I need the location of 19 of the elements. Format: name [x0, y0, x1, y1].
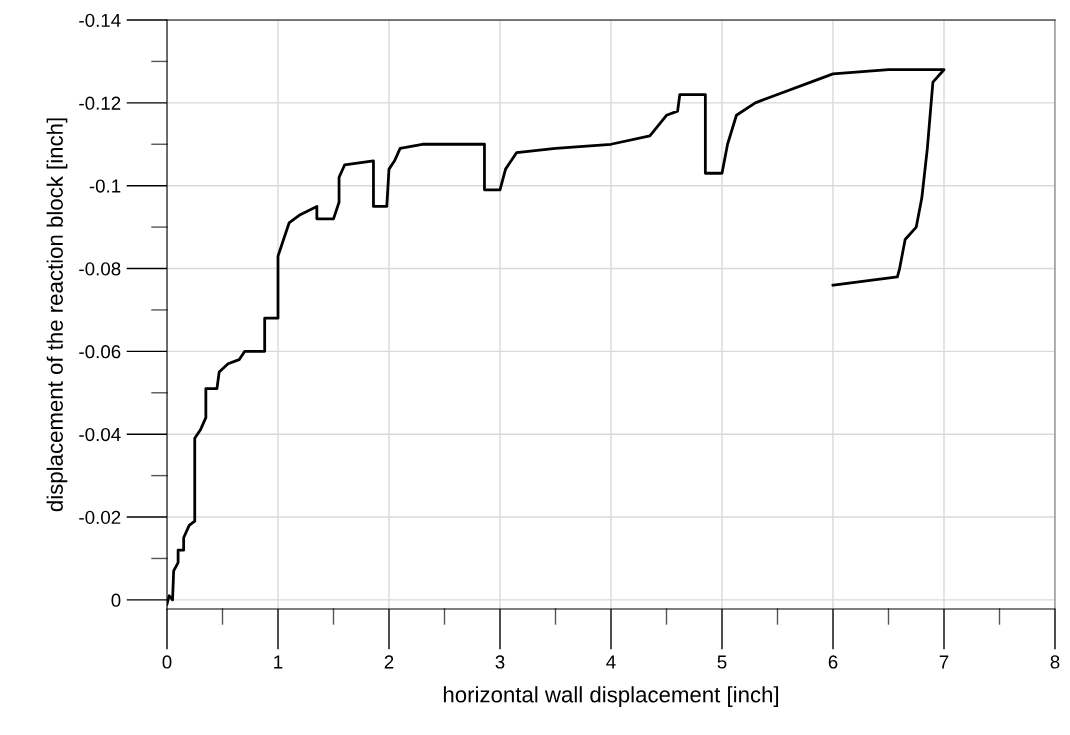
y-tick-label: -0.08	[79, 262, 121, 276]
x-tick-label: 1	[274, 655, 283, 669]
x-axis-title: horizontal wall displacement [inch]	[443, 686, 779, 707]
x-tick-label: 4	[606, 655, 616, 669]
y-tick-label: -0.12	[79, 96, 121, 110]
x-tick-label: 5	[717, 655, 727, 669]
x-tick-label: 2	[384, 655, 394, 669]
y-tick-label: -0.04	[79, 427, 121, 442]
x-tick-label: 6	[828, 655, 838, 669]
x-tick-label: 0	[162, 655, 172, 669]
y-tick-label: 0	[111, 593, 121, 607]
y-tick-label: -0.06	[79, 345, 121, 359]
x-tick-label: 7	[939, 655, 949, 669]
x-tick-label: 3	[495, 655, 505, 669]
y-tick-label: -0.14	[79, 13, 121, 27]
y-tick-label: -0.1	[89, 179, 121, 193]
y-tick-label: -0.02	[79, 510, 121, 525]
y-axis-title: displacement of the reaction block [inch]	[46, 118, 68, 512]
x-tick-label: 8	[1050, 655, 1060, 669]
